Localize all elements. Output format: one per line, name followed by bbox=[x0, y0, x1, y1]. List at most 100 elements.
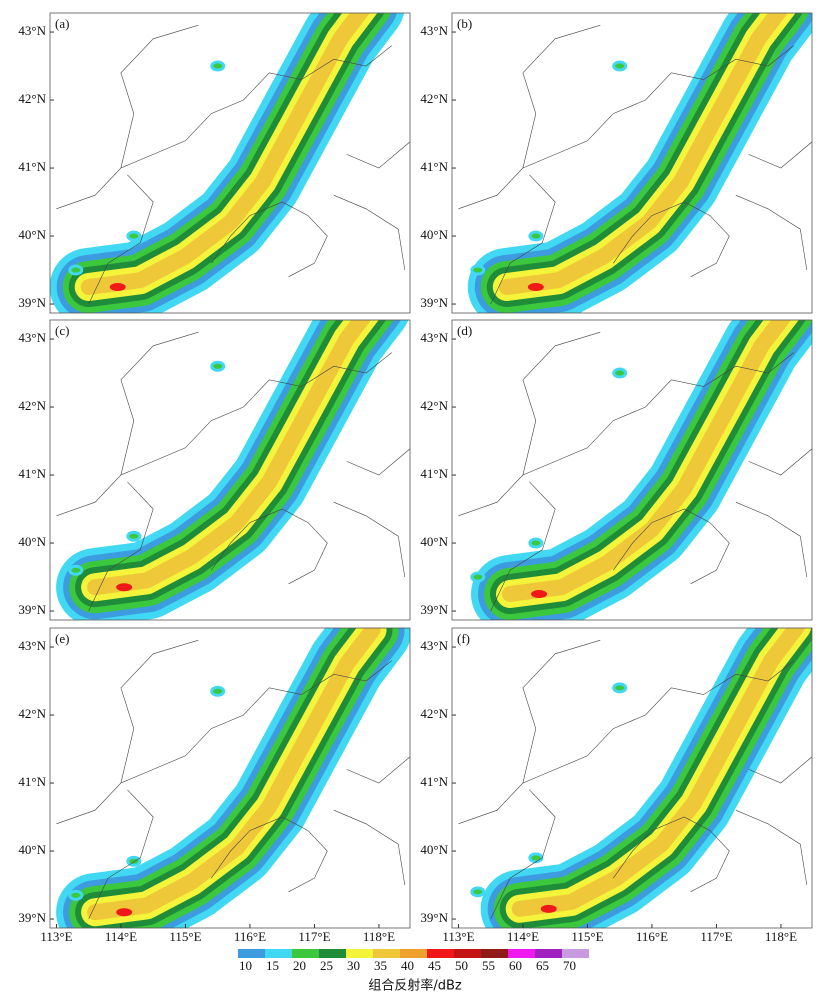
panel-frame bbox=[49, 627, 411, 929]
boundary bbox=[56, 45, 392, 210]
lon-label: 118°E bbox=[765, 929, 797, 944]
colorbar-box bbox=[346, 949, 373, 958]
echo-cell bbox=[68, 889, 84, 901]
boundary bbox=[458, 352, 794, 517]
lat-label: 40°N bbox=[18, 842, 46, 857]
lat-label: 41°N bbox=[420, 159, 448, 174]
colorbar-box bbox=[427, 949, 454, 958]
lat-label: 42°N bbox=[420, 91, 448, 106]
lon-label: 117°E bbox=[700, 929, 732, 944]
lat-label: 39°N bbox=[18, 295, 46, 310]
colorbar-label: 65 bbox=[536, 958, 549, 973]
echo-cell bbox=[68, 564, 84, 576]
echo-core bbox=[116, 908, 133, 917]
boundary bbox=[490, 481, 556, 612]
colorbar-box bbox=[508, 949, 535, 958]
lat-label: 39°N bbox=[420, 295, 448, 310]
echo-cell bbox=[612, 367, 628, 379]
boundary bbox=[748, 448, 812, 476]
echo-band bbox=[87, 320, 372, 596]
lat-label: 40°N bbox=[420, 227, 448, 242]
boundary bbox=[333, 809, 406, 886]
echo-core bbox=[531, 590, 548, 599]
lat-label: 40°N bbox=[18, 534, 46, 549]
map-panel bbox=[50, 628, 410, 928]
lat-label: 39°N bbox=[420, 602, 448, 617]
lat-label: 41°N bbox=[18, 466, 46, 481]
boundary bbox=[120, 24, 199, 169]
colorbar-box bbox=[400, 949, 427, 958]
lon-label: 115°E bbox=[571, 929, 603, 944]
lat-label: 43°N bbox=[420, 23, 448, 38]
panel-label: (b) bbox=[457, 16, 472, 31]
echo-cell bbox=[68, 264, 84, 276]
panel-label: (d) bbox=[457, 323, 472, 338]
boundary bbox=[522, 639, 601, 784]
boundary bbox=[346, 141, 410, 169]
echo-cell bbox=[528, 537, 544, 549]
boundary bbox=[120, 331, 199, 476]
boundary bbox=[211, 201, 328, 278]
boundary bbox=[211, 816, 328, 893]
echo-cell bbox=[210, 60, 226, 72]
colorbar-label: 70 bbox=[563, 958, 576, 973]
boundary bbox=[522, 331, 601, 476]
lat-label: 41°N bbox=[18, 774, 46, 789]
colorbar-label: 50 bbox=[455, 958, 468, 973]
lat-label: 40°N bbox=[18, 227, 46, 242]
lon-label: 116°E bbox=[636, 929, 668, 944]
colorbar-box bbox=[562, 949, 589, 958]
colorbar-label: 10 bbox=[239, 958, 252, 973]
lon-label: 115°E bbox=[169, 929, 201, 944]
panel-label: (c) bbox=[55, 323, 69, 338]
echo-band bbox=[87, 628, 381, 921]
panel-label: (e) bbox=[55, 631, 69, 646]
boundary bbox=[735, 194, 808, 271]
lat-label: 39°N bbox=[420, 910, 448, 925]
echo-cell bbox=[528, 230, 544, 242]
map-panel bbox=[50, 13, 410, 313]
boundary bbox=[490, 789, 556, 920]
lon-label: 116°E bbox=[234, 929, 266, 944]
echo-band bbox=[511, 628, 805, 917]
colorbar-label: 60 bbox=[509, 958, 522, 973]
boundary bbox=[56, 352, 392, 517]
panel-frame bbox=[49, 12, 411, 314]
lat-label: 39°N bbox=[18, 602, 46, 617]
boundary bbox=[613, 201, 730, 278]
lat-label: 39°N bbox=[18, 910, 46, 925]
colorbar-label: 20 bbox=[293, 958, 306, 973]
lat-label: 42°N bbox=[420, 706, 448, 721]
colorbar-box bbox=[481, 949, 508, 958]
lat-label: 41°N bbox=[420, 774, 448, 789]
boundary bbox=[333, 194, 406, 271]
boundary bbox=[613, 816, 730, 893]
boundary bbox=[748, 141, 812, 169]
panel-label: (a) bbox=[55, 16, 69, 31]
colorbar-title: 组合反射率/dBz bbox=[368, 978, 462, 994]
panel-label: (f) bbox=[457, 631, 470, 646]
echo-cell bbox=[210, 360, 226, 372]
lon-label: 113°E bbox=[40, 929, 72, 944]
panel-frame bbox=[451, 319, 813, 621]
panel-frame bbox=[451, 627, 813, 929]
lat-label: 43°N bbox=[420, 330, 448, 345]
lat-label: 40°N bbox=[420, 842, 448, 857]
boundary bbox=[56, 660, 392, 825]
echo-cell bbox=[612, 60, 628, 72]
boundary bbox=[346, 756, 410, 784]
echo-cell bbox=[470, 571, 486, 583]
echo-band bbox=[498, 13, 789, 295]
colorbar-box bbox=[265, 949, 292, 958]
boundary bbox=[120, 639, 199, 784]
echo-cell bbox=[528, 852, 544, 864]
lat-label: 42°N bbox=[420, 398, 448, 413]
boundary bbox=[211, 508, 328, 585]
boundary bbox=[735, 809, 808, 886]
boundary bbox=[458, 45, 794, 210]
boundary bbox=[88, 789, 154, 920]
colorbar-box bbox=[238, 949, 265, 958]
map-panel bbox=[452, 13, 812, 313]
boundary bbox=[522, 24, 601, 169]
echo-band bbox=[80, 13, 370, 295]
